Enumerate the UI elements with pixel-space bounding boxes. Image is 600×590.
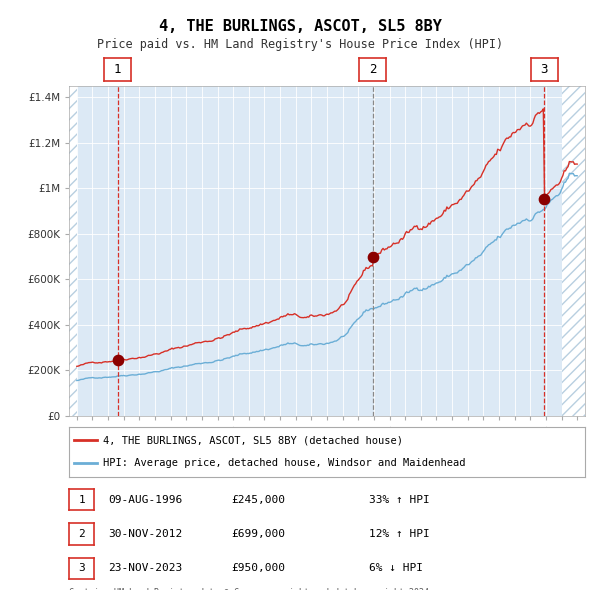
Text: Contains HM Land Registry data © Crown copyright and database right 2024.: Contains HM Land Registry data © Crown c… <box>69 588 434 590</box>
Text: 12% ↑ HPI: 12% ↑ HPI <box>369 529 430 539</box>
Text: Price paid vs. HM Land Registry's House Price Index (HPI): Price paid vs. HM Land Registry's House … <box>97 38 503 51</box>
Text: 2: 2 <box>369 63 376 76</box>
Text: 6% ↓ HPI: 6% ↓ HPI <box>369 563 423 573</box>
Text: 1: 1 <box>78 495 85 504</box>
Text: 1: 1 <box>114 63 121 76</box>
Point <box>113 355 122 365</box>
Text: 33% ↑ HPI: 33% ↑ HPI <box>369 495 430 504</box>
Text: 3: 3 <box>78 563 85 573</box>
Text: 2: 2 <box>78 529 85 539</box>
Text: £245,000: £245,000 <box>231 495 285 504</box>
Text: 4, THE BURLINGS, ASCOT, SL5 8BY (detached house): 4, THE BURLINGS, ASCOT, SL5 8BY (detache… <box>103 435 403 445</box>
Point <box>539 195 549 204</box>
Text: £699,000: £699,000 <box>231 529 285 539</box>
Text: 30-NOV-2012: 30-NOV-2012 <box>108 529 182 539</box>
Text: 4, THE BURLINGS, ASCOT, SL5 8BY: 4, THE BURLINGS, ASCOT, SL5 8BY <box>158 19 442 34</box>
Point <box>368 252 377 261</box>
Text: £950,000: £950,000 <box>231 563 285 573</box>
Text: 3: 3 <box>541 63 548 76</box>
Text: 23-NOV-2023: 23-NOV-2023 <box>108 563 182 573</box>
Text: 09-AUG-1996: 09-AUG-1996 <box>108 495 182 504</box>
Text: HPI: Average price, detached house, Windsor and Maidenhead: HPI: Average price, detached house, Wind… <box>103 458 465 468</box>
